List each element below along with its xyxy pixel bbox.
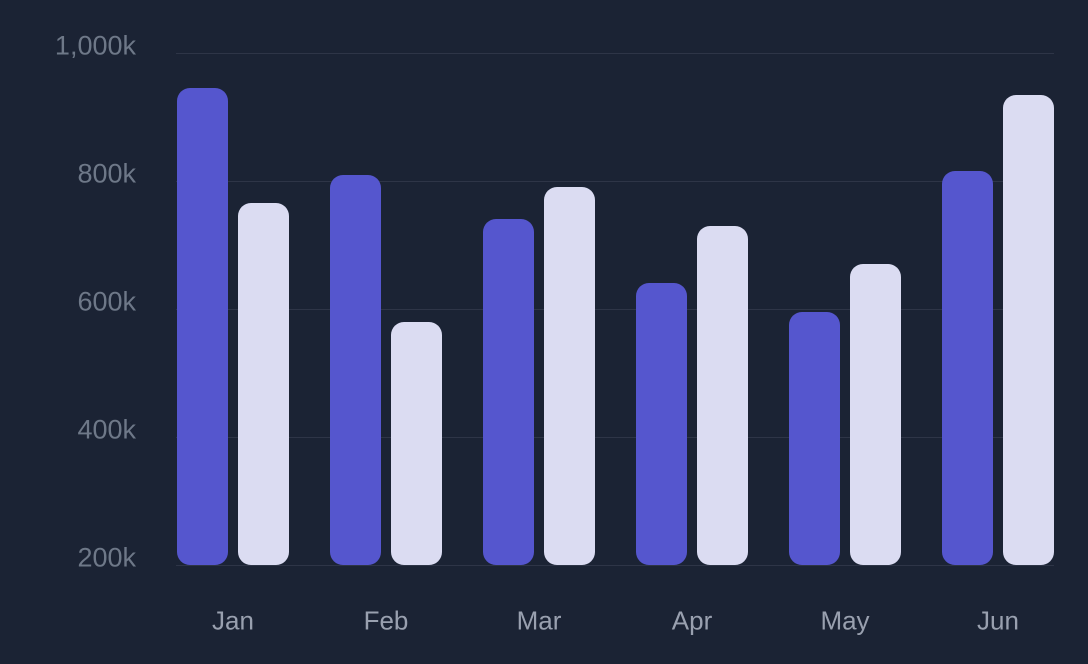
- gridline: [176, 309, 1054, 310]
- x-axis-tick-label: Feb: [363, 605, 409, 636]
- y-axis-tick-label: 600k: [77, 286, 136, 317]
- bar-series-secondary-feb[interactable]: [391, 321, 442, 565]
- gridline: [176, 437, 1054, 438]
- x-axis-tick-label: Apr: [671, 605, 713, 636]
- bar-series-primary-jun[interactable]: [942, 171, 993, 565]
- bar-series-secondary-jun[interactable]: [1003, 94, 1054, 565]
- x-axis-tick-label: Jan: [212, 605, 254, 636]
- gridline: [176, 181, 1054, 182]
- x-axis-tick-label: May: [820, 605, 870, 636]
- x-axis-tick-label: Jun: [977, 605, 1019, 636]
- x-axis-tick-label: Mar: [516, 605, 562, 636]
- y-axis-tick-label: 1,000k: [54, 30, 136, 61]
- gridline: [176, 565, 1054, 566]
- bar-series-primary-feb[interactable]: [330, 174, 381, 565]
- bar-series-primary-apr[interactable]: [636, 283, 687, 565]
- bar-series-primary-may[interactable]: [789, 312, 840, 565]
- y-axis-tick-label: 200k: [77, 542, 136, 573]
- y-axis-tick-label: 800k: [77, 158, 136, 189]
- bar-series-secondary-apr[interactable]: [697, 225, 748, 565]
- bar-series-primary-mar[interactable]: [483, 219, 534, 565]
- y-axis-tick-label: 400k: [77, 414, 136, 445]
- bar-series-secondary-mar[interactable]: [544, 187, 595, 565]
- bar-series-secondary-may[interactable]: [850, 264, 901, 565]
- bar-series-primary-jan[interactable]: [177, 88, 228, 565]
- gridline: [176, 53, 1054, 54]
- bar-series-secondary-jan[interactable]: [238, 203, 289, 565]
